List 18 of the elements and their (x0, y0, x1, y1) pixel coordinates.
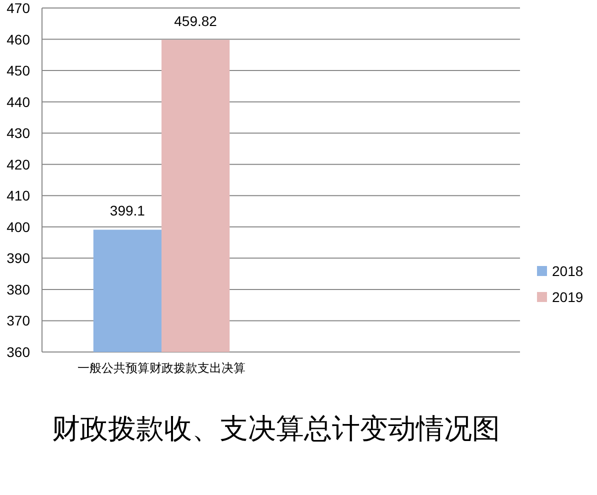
y-tick-label: 440 (6, 94, 30, 110)
y-tick-label: 370 (6, 312, 30, 329)
y-tick-label: 410 (6, 188, 30, 204)
y-tick-label: 390 (6, 250, 30, 266)
legend-label: 2018 (552, 263, 584, 279)
y-tick-label: 470 (6, 0, 30, 16)
legend-label: 2019 (552, 289, 584, 305)
x-tick-label: 一般公共预算财政拨款支出决算 (78, 361, 246, 375)
data-label: 399.1 (110, 202, 146, 219)
text: 财政拨款收、支决算总计变动情况图 (51, 412, 501, 446)
y-tick-label: 450 (6, 62, 30, 79)
y-tick-label: 430 (6, 125, 30, 142)
y-tick-label: 420 (6, 156, 30, 172)
data-label: 459.82 (174, 12, 218, 29)
y-tick-label: 400 (6, 218, 30, 235)
y-tick-label: 360 (6, 344, 30, 360)
y-tick-label: 380 (6, 281, 30, 298)
y-tick-label: 460 (6, 31, 30, 48)
